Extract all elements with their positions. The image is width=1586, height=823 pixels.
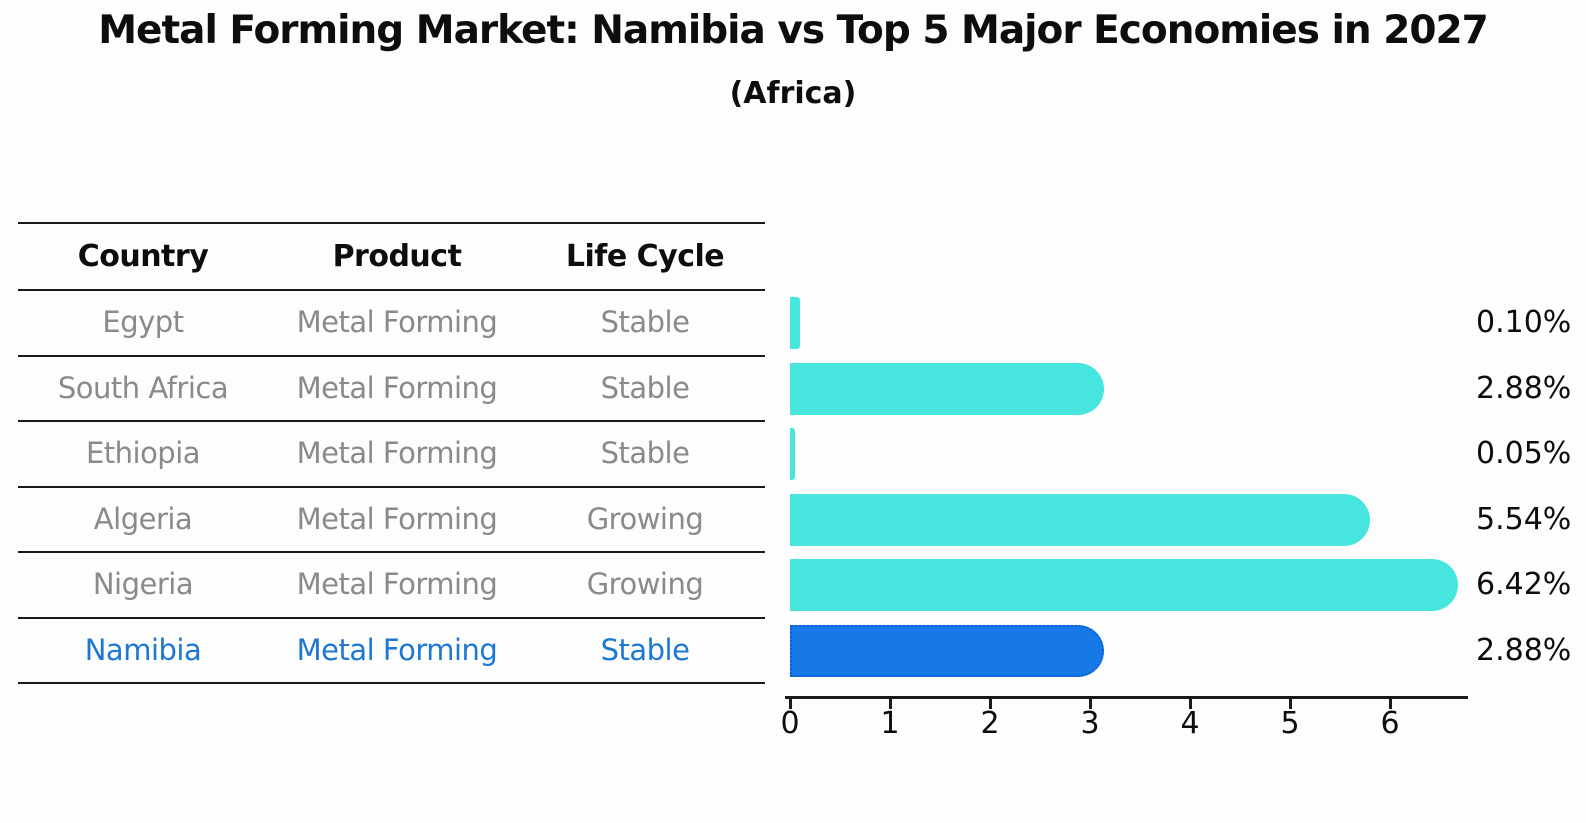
table-row-ethiopia: Ethiopia Metal Forming Stable: [0, 421, 765, 486]
x-tick-label-0: 0: [780, 706, 800, 741]
table-row-nigeria: Nigeria Metal Forming Growing: [0, 552, 765, 617]
product-cell: Metal Forming: [296, 633, 498, 667]
x-tick-label-3: 3: [1080, 706, 1100, 741]
table-header-row: Country Product Life Cycle: [0, 224, 765, 289]
chart-title: Metal Forming Market: Namibia vs Top 5 M…: [98, 8, 1489, 53]
x-tick-mark-4: [1189, 699, 1192, 709]
life-cycle-cell: Stable: [600, 371, 690, 405]
table-row-namibia: Namibia Metal Forming Stable: [0, 618, 765, 683]
bar-south-africa: [790, 363, 1104, 415]
country-cell: Namibia: [84, 633, 202, 667]
table-rule: [18, 551, 765, 553]
table-header-life-cycle: Life Cycle: [565, 239, 725, 274]
table-rule: [18, 355, 765, 357]
chart-subtitle: (Africa): [729, 76, 857, 111]
bar-egypt: [790, 297, 800, 349]
bar-namibia: [790, 625, 1104, 677]
value-label-namibia: 2.88%: [1476, 633, 1572, 668]
table-rule: [18, 420, 765, 422]
value-label-algeria: 5.54%: [1476, 502, 1572, 537]
life-cycle-cell: Growing: [586, 502, 704, 536]
x-tick-mark-3: [1089, 699, 1092, 709]
x-tick-label-4: 4: [1180, 706, 1200, 741]
x-tick-mark-1: [889, 699, 892, 709]
product-cell: Metal Forming: [296, 305, 498, 339]
table-row-south-africa: South Africa Metal Forming Stable: [0, 356, 765, 421]
life-cycle-cell: Stable: [600, 633, 690, 667]
life-cycle-cell: Stable: [600, 305, 690, 339]
life-cycle-cell: Growing: [586, 567, 704, 601]
table-rule: [18, 222, 765, 224]
product-cell: Metal Forming: [296, 502, 498, 536]
table-rule: [18, 617, 765, 619]
table-row-algeria: Algeria Metal Forming Growing: [0, 487, 765, 552]
x-tick-mark-0: [789, 699, 792, 709]
country-cell: Algeria: [93, 502, 193, 536]
product-cell: Metal Forming: [296, 436, 498, 470]
x-tick-label-5: 5: [1280, 706, 1300, 741]
bar-nigeria: [790, 559, 1458, 611]
bar-algeria: [790, 494, 1370, 546]
x-tick-mark-5: [1289, 699, 1292, 709]
x-axis-line: [785, 696, 1468, 699]
table-rule: [18, 486, 765, 488]
x-tick-mark-2: [989, 699, 992, 709]
value-label-ethiopia: 0.05%: [1476, 436, 1572, 471]
country-cell: South Africa: [57, 371, 229, 405]
country-cell: Egypt: [102, 305, 184, 339]
value-label-egypt: 0.10%: [1476, 305, 1572, 340]
product-cell: Metal Forming: [296, 371, 498, 405]
x-tick-label-6: 6: [1380, 706, 1400, 741]
table-rule: [18, 289, 765, 291]
country-cell: Nigeria: [92, 567, 194, 601]
value-label-south-africa: 2.88%: [1476, 371, 1572, 406]
product-cell: Metal Forming: [296, 567, 498, 601]
x-tick-label-2: 2: [980, 706, 1000, 741]
table-header-product: Product: [332, 239, 462, 274]
value-label-nigeria: 6.42%: [1476, 567, 1572, 602]
life-cycle-cell: Stable: [600, 436, 690, 470]
x-tick-label-1: 1: [880, 706, 900, 741]
bar-ethiopia: [790, 428, 795, 480]
x-tick-mark-6: [1389, 699, 1392, 709]
table-header-country: Country: [77, 239, 209, 274]
table-rule: [18, 682, 765, 684]
table-row-egypt: Egypt Metal Forming Stable: [0, 290, 765, 355]
country-cell: Ethiopia: [85, 436, 201, 470]
